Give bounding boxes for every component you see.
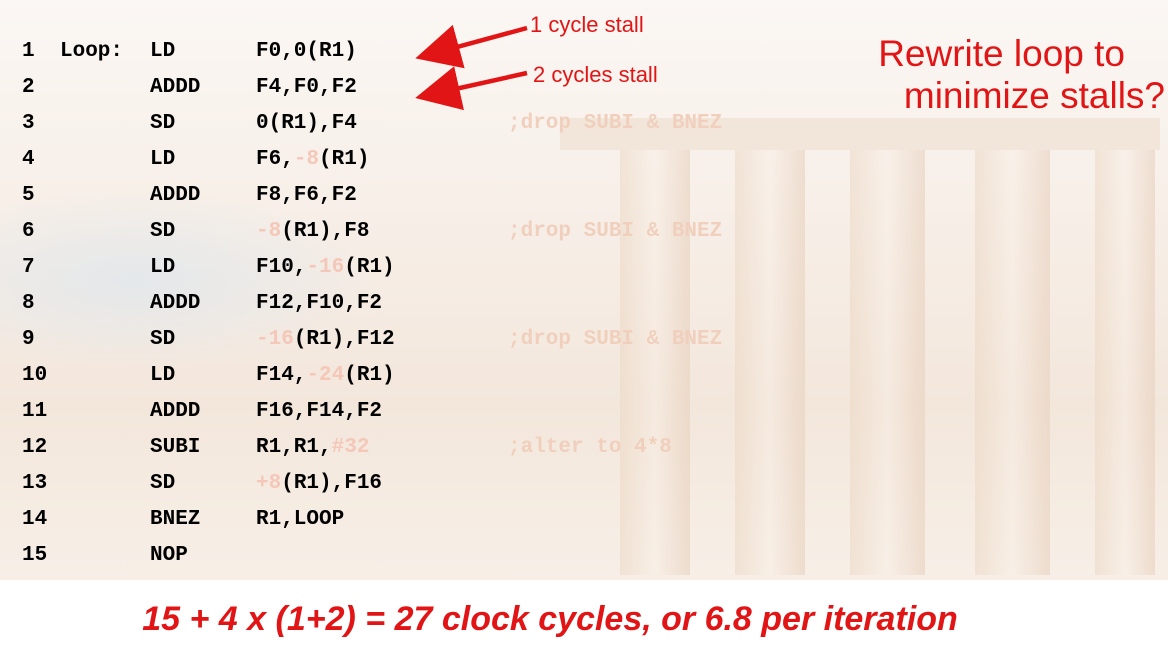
line-number: 2 <box>22 76 35 99</box>
line-number: 6 <box>22 220 35 243</box>
line-number: 1 <box>22 40 35 63</box>
background-column <box>850 150 925 575</box>
stall-1-annotation: 1 cycle stall <box>530 12 644 37</box>
line-number: 14 <box>22 508 48 531</box>
code-comment: ;alter to 4*8 <box>508 436 672 459</box>
opcode: ADDD <box>150 76 201 99</box>
line-number: 5 <box>22 184 35 207</box>
code-comment: ;drop SUBI & BNEZ <box>508 328 723 351</box>
opcode: SUBI <box>150 436 201 459</box>
operand-text: F6, <box>256 148 294 171</box>
opcode: SD <box>150 328 176 351</box>
opcode: LD <box>150 256 176 279</box>
operands: +8(R1),F16 <box>256 466 382 502</box>
code-comment: ;drop SUBI & BNEZ <box>508 112 723 135</box>
operands: -8(R1),F8 <box>256 214 369 250</box>
operands: F12,F10,F2 <box>256 286 382 322</box>
operand-text: (R1),F12 <box>293 328 395 351</box>
opcode: LD <box>150 148 176 171</box>
operands: R1,LOOP <box>256 502 344 538</box>
operands: F0,0(R1) <box>256 34 357 70</box>
operand-text: R1,R1, <box>256 436 332 459</box>
slide-title-line2: minimize stalls? <box>903 75 1165 116</box>
opcode: ADDD <box>150 292 201 315</box>
operand-text: (R1) <box>344 256 395 279</box>
operands: F4,F0,F2 <box>256 70 357 106</box>
operand-text: (R1),F8 <box>281 220 370 243</box>
code-label: Loop: <box>60 40 124 63</box>
operand-text: F16,F14,F2 <box>256 400 383 423</box>
line-number: 11 <box>22 400 48 423</box>
operand-text: F0,0(R1) <box>256 40 357 63</box>
slide-title-line1: Rewrite loop to <box>878 33 1125 74</box>
opcode: SD <box>150 472 176 495</box>
line-number: 15 <box>22 544 48 567</box>
background-beam <box>560 118 1160 150</box>
stall-2-arrow <box>415 66 528 111</box>
line-number: 12 <box>22 436 48 459</box>
operand-text: F14, <box>256 364 307 387</box>
operand-text: (R1) <box>344 364 395 387</box>
opcode: ADDD <box>150 400 201 423</box>
offset-value: -24 <box>306 364 345 387</box>
line-number: 8 <box>22 292 35 315</box>
operand-text: R1,LOOP <box>256 508 345 531</box>
operands: -16(R1),F12 <box>256 322 395 358</box>
operands: F6,-8(R1) <box>256 142 369 178</box>
code-comment: ;drop SUBI & BNEZ <box>508 220 723 243</box>
background-column <box>1095 150 1155 575</box>
operands: F8,F6,F2 <box>256 178 357 214</box>
line-number: 9 <box>22 328 35 351</box>
background-column <box>620 150 690 575</box>
stall-1-arrow <box>415 24 528 69</box>
opcode: BNEZ <box>150 508 201 531</box>
offset-value: -8 <box>293 148 320 171</box>
opcode: SD <box>150 112 176 135</box>
operand-text: (R1),F16 <box>281 472 383 495</box>
operand-text: F12,F10,F2 <box>256 292 383 315</box>
line-number: 7 <box>22 256 35 279</box>
line-number: 3 <box>22 112 35 135</box>
operands: F10,-16(R1) <box>256 250 395 286</box>
line-number: 13 <box>22 472 48 495</box>
background-column <box>975 150 1050 575</box>
operands: F16,F14,F2 <box>256 394 382 430</box>
offset-value: -16 <box>256 328 294 351</box>
opcode: SD <box>150 220 176 243</box>
line-number: 4 <box>22 148 35 171</box>
opcode: NOP <box>150 544 188 567</box>
offset-value: -16 <box>306 256 345 279</box>
opcode: LD <box>150 364 176 387</box>
operand-text: 0(R1),F4 <box>256 112 357 135</box>
background-sky <box>0 190 380 370</box>
offset-value: #32 <box>331 436 370 459</box>
background-column <box>735 150 805 575</box>
operands: F14,-24(R1) <box>256 358 395 394</box>
opcode: LD <box>150 40 176 63</box>
opcode: ADDD <box>150 184 201 207</box>
operand-text: F4,F0,F2 <box>256 76 357 99</box>
operand-text: F8,F6,F2 <box>256 184 357 207</box>
operands: R1,R1,#32 <box>256 430 369 466</box>
operands: 0(R1),F4 <box>256 106 357 142</box>
line-number: 10 <box>22 364 48 387</box>
operand-text: F10, <box>256 256 307 279</box>
offset-value: -8 <box>256 220 282 243</box>
stall-2-annotation: 2 cycles stall <box>533 62 658 87</box>
operand-text: (R1) <box>319 148 370 171</box>
offset-value: +8 <box>256 472 282 495</box>
cycle-count-summary: 15 + 4 x (1+2) = 27 clock cycles, or 6.8… <box>142 600 958 638</box>
